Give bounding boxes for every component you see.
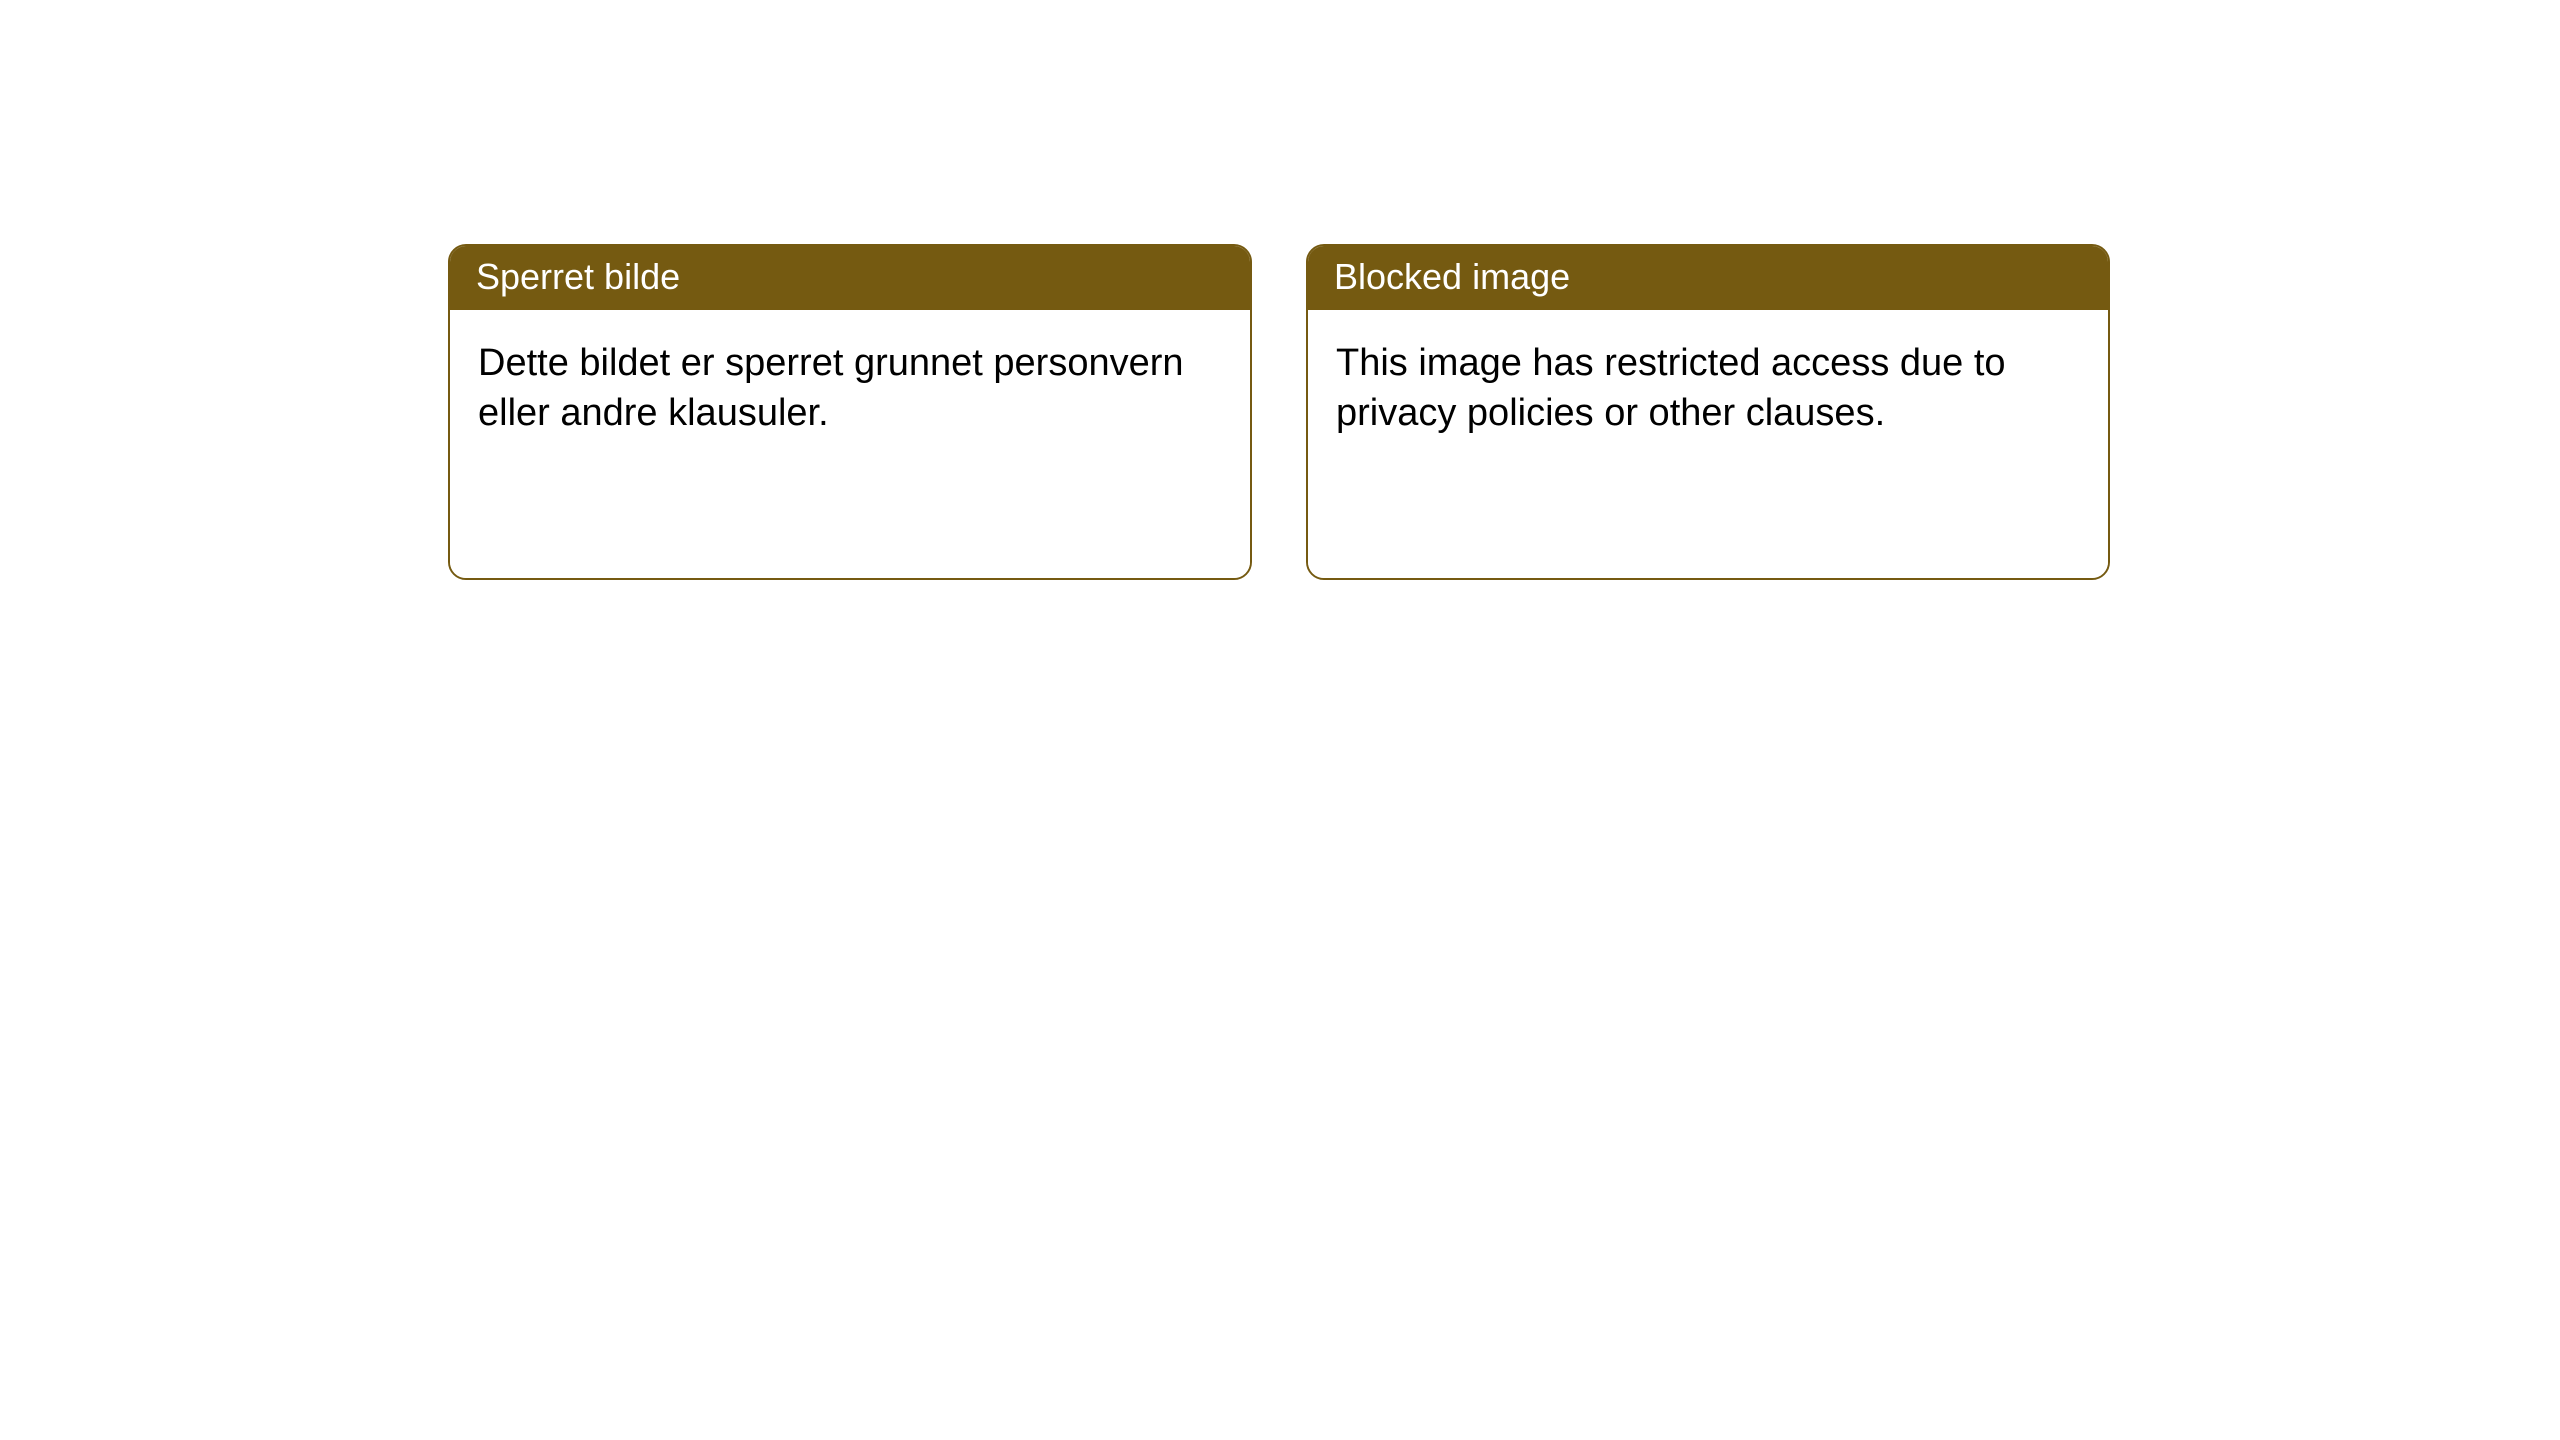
card-header: Sperret bilde <box>450 246 1250 310</box>
card-header: Blocked image <box>1308 246 2108 310</box>
card-title: Blocked image <box>1334 256 1570 297</box>
card-body: This image has restricted access due to … <box>1308 310 2108 578</box>
card-body-text: This image has restricted access due to … <box>1336 342 2006 434</box>
card-title: Sperret bilde <box>476 256 680 297</box>
blocked-image-card-en: Blocked image This image has restricted … <box>1306 244 2110 580</box>
card-body-text: Dette bildet er sperret grunnet personve… <box>478 342 1184 434</box>
card-body: Dette bildet er sperret grunnet personve… <box>450 310 1250 578</box>
blocked-image-card-no: Sperret bilde Dette bildet er sperret gr… <box>448 244 1252 580</box>
notice-container: Sperret bilde Dette bildet er sperret gr… <box>448 244 2110 580</box>
